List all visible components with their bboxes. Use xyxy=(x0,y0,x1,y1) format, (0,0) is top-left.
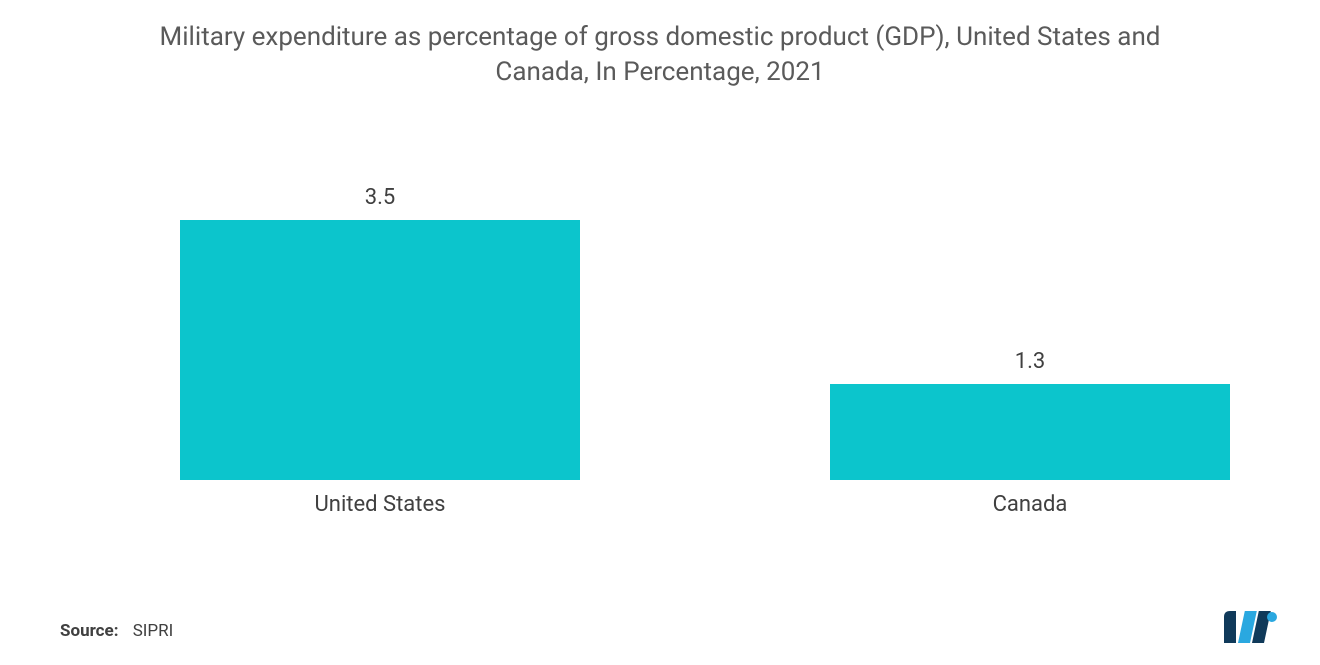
source-text: SIPRI xyxy=(133,621,174,641)
bar-us xyxy=(180,220,580,480)
bar-group-canada: 1.3 Canada xyxy=(830,349,1230,481)
bar-category-label: United States xyxy=(180,492,580,517)
source-line: Source: SIPRI xyxy=(60,621,173,641)
bar-category-label: Canada xyxy=(830,492,1230,517)
chart-container: Military expenditure as percentage of gr… xyxy=(0,0,1320,665)
bar-group-us: 3.5 United States xyxy=(180,185,580,480)
plot-area: 3.5 United States 1.3 Canada xyxy=(110,160,1210,480)
bar-value-label: 1.3 xyxy=(830,349,1230,374)
brand-logo-icon xyxy=(1222,609,1280,645)
bar-value-label: 3.5 xyxy=(180,185,580,210)
source-label: Source: xyxy=(60,621,118,641)
chart-title: Military expenditure as percentage of gr… xyxy=(130,20,1190,90)
bar-canada xyxy=(830,384,1230,481)
